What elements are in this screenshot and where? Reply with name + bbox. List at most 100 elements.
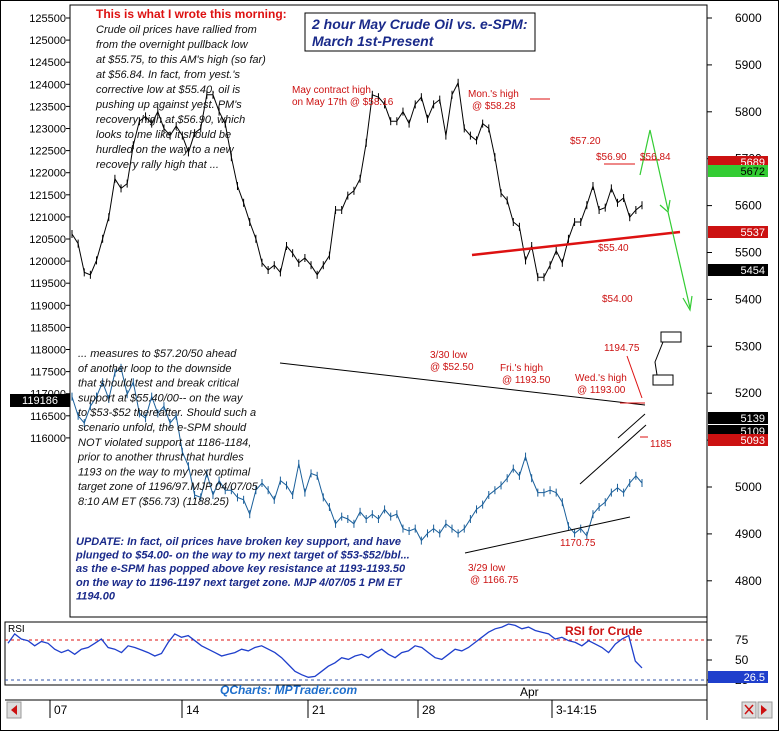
main-plot-area (69, 4, 708, 618)
watermark: QCharts: MPTrader.com (220, 683, 357, 697)
label-119475: 1194.75 (604, 343, 640, 354)
price-badge (708, 412, 768, 424)
label-117075: 1170.75 (560, 538, 596, 549)
series-path (71, 81, 643, 278)
mon-high-value: @ $58.28 (472, 101, 516, 112)
left-tick-label: 116500 (30, 411, 66, 423)
x-tick-label: 14 (186, 703, 200, 717)
note-line: 1194.00 (76, 590, 116, 602)
left-axis: 125500 125000 124500 124000 123500 123000 1225… (29, 13, 70, 445)
left-tick-label: 125500 (29, 13, 66, 25)
note-line: plunged to $54.00- on the way to my next… (75, 550, 410, 562)
right-tick-label: 5500 (735, 246, 762, 260)
rsi-tick-label: 50 (735, 653, 749, 667)
series-e-spm (71, 363, 643, 545)
x-tick-label: 28 (422, 703, 436, 717)
left-last-value: 119186 (22, 395, 58, 407)
low-329-label-2: @ 1166.75 (470, 575, 519, 586)
x-axis: 07 14 21 28 3-14:15 (49, 700, 597, 718)
crude-support-line (471, 230, 681, 257)
scroll-left-icon (11, 705, 17, 715)
v119475-pointer (626, 355, 643, 399)
note-line: 1193 on the way to my next optimal (78, 466, 251, 478)
target-box-lower (652, 374, 674, 386)
right-tick-label: 5200 (735, 386, 762, 400)
left-tick-label: 119500 (30, 278, 66, 290)
left-tick-label: 122500 (29, 146, 66, 158)
rsi-title: RSI (8, 624, 25, 635)
label-5690: $56.90 (596, 152, 627, 163)
target-box-upper (660, 331, 682, 343)
zoom-icon (744, 704, 754, 715)
right-tick-label: 5900 (735, 58, 762, 72)
note-line: 8:10 AM ET ($56.73) (1188.25) (78, 496, 229, 508)
left-tick-label: 120000 (29, 256, 66, 268)
may-high-label-1: May contract high (292, 85, 371, 96)
note-line: that should test and break critical (78, 378, 239, 390)
price-badge-label: 5454 (741, 265, 765, 277)
left-tick-label: 124000 (29, 79, 66, 91)
update-text: UPDATE: In fact, oil prices have broken … (75, 536, 410, 602)
fri-high-label-1: Fri.'s high (500, 363, 543, 374)
note-line: UPDATE: In fact, oil prices have broken … (76, 536, 401, 548)
rsi-panel (4, 621, 708, 686)
left-tick-label: 123000 (29, 124, 66, 136)
note-line: to $53-$52 thereafter. Should such a (78, 407, 256, 419)
rsi-line (7, 623, 643, 678)
right-tick-label: 5600 (735, 199, 762, 213)
left-tick-label: 121500 (29, 190, 66, 202)
may-high-label-2: on May 17th @ $58.16 (292, 97, 394, 108)
series-crude (71, 78, 643, 282)
wed-high-label-2: @ 1193.00 (577, 385, 626, 396)
rsi-tick-label: 75 (735, 633, 749, 647)
x-tick-label: 3-14:15 (556, 703, 597, 717)
green-projection-arrows (639, 129, 693, 312)
note-line: at $56.84. In fact, from yest.'s (96, 69, 240, 81)
right-tick-label: 5400 (735, 292, 762, 306)
price-badge (708, 264, 768, 276)
left-tick-label: 118500 (30, 322, 66, 334)
note-line: from the overnight pullback low (96, 39, 249, 51)
spm-rising-trendline (579, 424, 647, 485)
left-tick-label: 125000 (29, 35, 66, 47)
note-line: looks to me like it should be (96, 129, 231, 141)
left-tick-label: 121000 (29, 212, 66, 224)
left-last-value-badge (10, 394, 70, 407)
left-tick-label: 117500 (30, 367, 66, 379)
fri-high-label-2: @ 1193.50 (502, 375, 551, 386)
note-line: corrective low at $55.40, oil is (96, 84, 241, 96)
chart-title-box (304, 12, 536, 52)
note-line: scenario unfold, the e-SPM should (78, 422, 247, 434)
series-path (71, 366, 643, 542)
price-badge (708, 165, 768, 177)
x-tick-label: 07 (54, 703, 68, 717)
left-tick-label: 120500 (29, 234, 66, 246)
note-line: prior to another thrust that hurdles (77, 452, 244, 464)
rsi-value: 26.5 (744, 672, 765, 684)
label-1185: 1185 (650, 439, 672, 450)
x-tick-label: 21 (312, 703, 326, 717)
note-body: Crude oil prices have rallied from from t… (95, 24, 266, 171)
price-badge (708, 226, 768, 238)
note-line: of another loop to the downside (78, 363, 232, 375)
rsi-legend: RSI for Crude (565, 624, 643, 638)
note-line: ... measures to $57.20/50 ahead (78, 348, 237, 360)
right-tick-label: 5000 (735, 480, 762, 494)
right-tick-label: 4800 (735, 574, 762, 588)
spm-resistance-line (279, 362, 646, 406)
right-tick-label: 6000 (735, 11, 762, 25)
note-heading: This is what I wrote this morning: (96, 7, 287, 21)
wed-high-label-1: Wed.'s high (575, 373, 627, 384)
left-tick-label: 122000 (29, 168, 66, 180)
price-badge-label: 5093 (741, 435, 765, 447)
chart-title: 2 hour May Crude Oil vs. e-SPM: (311, 16, 528, 32)
spm-lower-trendline (464, 516, 631, 554)
note-line: recovery high at $56.90, which (96, 114, 245, 126)
note-body-2: ... measures to $57.20/50 ahead of anothe… (77, 348, 259, 508)
chart-subtitle: March 1st-Present (312, 33, 435, 49)
label-5400: $54.00 (602, 294, 633, 305)
note-line: hurdled on the way to a new (96, 144, 235, 156)
price-badge-label: 5139 (741, 413, 765, 425)
